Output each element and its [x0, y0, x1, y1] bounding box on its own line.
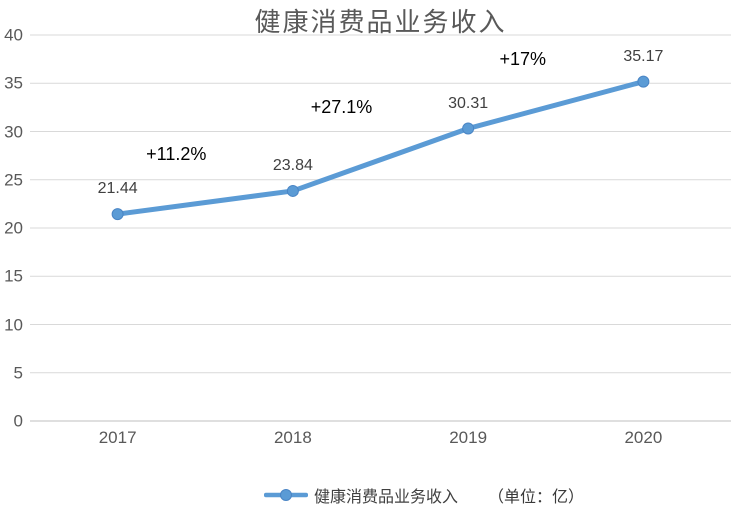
growth-annotation: +17%	[499, 49, 547, 70]
x-axis-tick-label: 2019	[449, 428, 488, 447]
y-axis-tick-label: 10	[4, 315, 23, 334]
y-axis-tick-label: 40	[4, 25, 23, 45]
y-axis-tick-label: 35	[4, 73, 23, 93]
legend-unit-label: （单位：亿）	[488, 489, 585, 506]
data-point-label: 21.44	[97, 180, 138, 198]
x-axis-tick-label: 2018	[273, 428, 312, 447]
series-line	[115, 79, 646, 217]
data-point-marker	[637, 75, 650, 88]
y-axis-tick-label: 0	[13, 411, 23, 431]
y-axis-tick-label: 25	[4, 170, 23, 190]
data-point-marker	[111, 208, 124, 221]
growth-annotation: +27.1%	[310, 96, 373, 117]
y-axis-tick-label: 20	[4, 218, 23, 238]
data-point-label: 35.17	[623, 47, 664, 65]
growth-annotation: +11.2%	[146, 143, 207, 164]
y-axis-tick-label: 5	[13, 363, 23, 383]
y-axis-tick-label: 15	[4, 266, 23, 286]
y-axis-tick-label: 30	[4, 122, 23, 141]
legend-series-label: 健康消费品业务收入	[314, 489, 459, 506]
legend: 健康消费品业务收入 （单位：亿）	[264, 485, 585, 506]
data-point-marker	[286, 184, 299, 197]
x-axis-tick-label: 2020	[624, 428, 663, 447]
x-axis-tick-label: 2017	[98, 428, 137, 447]
data-point-marker	[462, 122, 475, 135]
chart-title: 健康消费品业务收入	[254, 8, 507, 37]
data-point-label: 30.31	[448, 94, 489, 112]
data-point-label: 23.84	[272, 156, 313, 174]
legend-line-marker-icon	[264, 489, 308, 501]
